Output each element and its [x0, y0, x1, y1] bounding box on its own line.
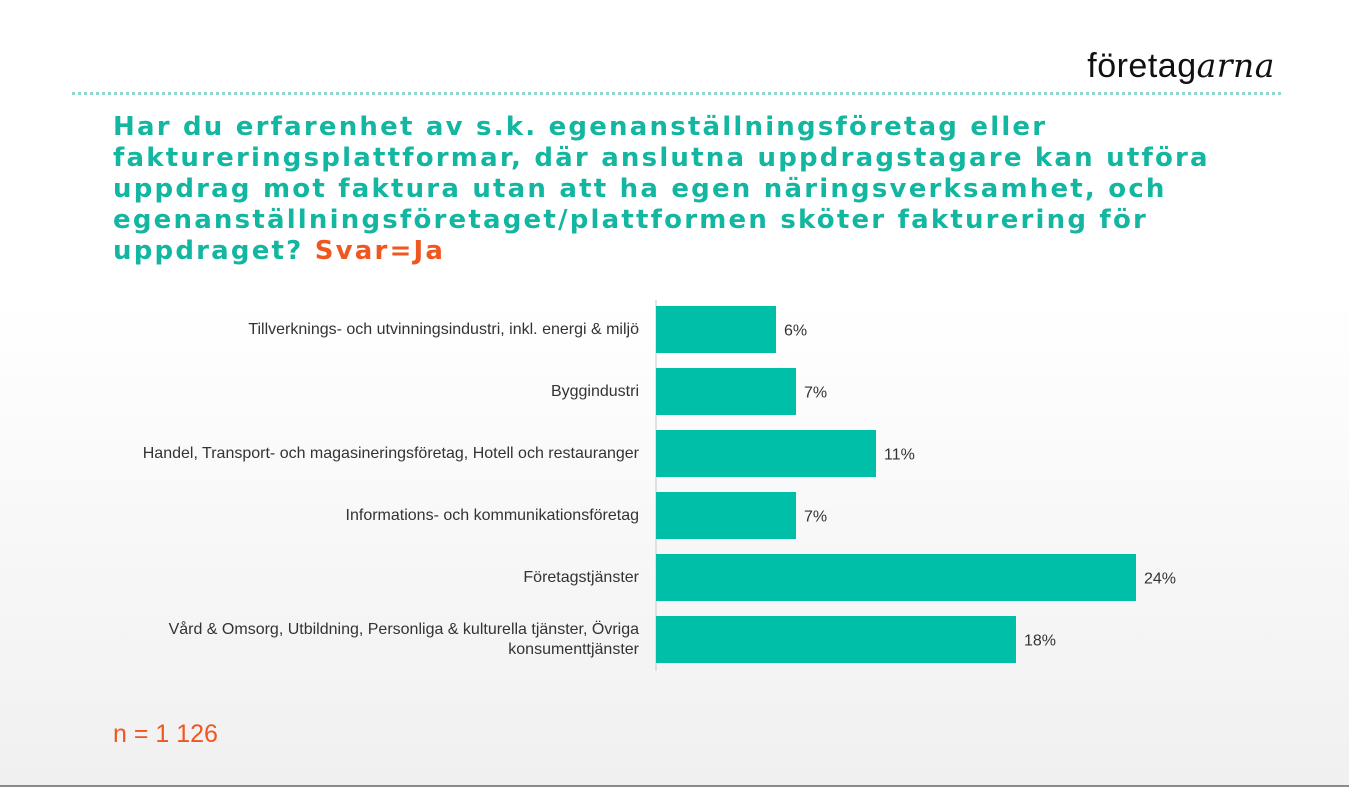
bar-6: [656, 616, 1016, 663]
category-label-3: Handel, Transport- och magasineringsföre…: [142, 444, 639, 462]
bar-5: [656, 554, 1136, 601]
bar-4: [656, 492, 796, 539]
bar-value-label-1: 6%: [784, 323, 807, 340]
category-label-4: Informations- och kommunikationsföretag: [345, 506, 639, 524]
category-label-5: Företagstjänster: [523, 568, 639, 586]
bar-value-label-6: 18%: [1024, 633, 1056, 650]
bar-1: [656, 306, 776, 353]
logo-text-italic: arna: [1196, 46, 1275, 85]
header-dotted-divider: [72, 92, 1281, 95]
bar-3: [656, 430, 876, 477]
category-label-1: Tillverknings- och utvinningsindustri, i…: [248, 320, 639, 338]
bar-value-label-5: 24%: [1144, 571, 1176, 588]
bar-chart: 6% 7% 11% 7% 24% 18% Tillverknings- och utvin…: [0, 295, 1349, 675]
bar-value-label-4: 7%: [804, 509, 827, 526]
answer-filter-label: Svar=Ja: [314, 236, 446, 266]
category-label-6: Vård & Omsorg, Utbildning, Personliga & …: [168, 620, 639, 658]
bar-value-label-2: 7%: [804, 385, 827, 402]
logo-text-regular: företag: [1087, 47, 1197, 85]
survey-question-title: Har du erfarenhet av s.k. egenanställnin…: [113, 112, 1233, 267]
bar-chart-svg: 6% 7% 11% 7% 24% 18%: [655, 300, 1176, 671]
footer-divider: [0, 785, 1349, 787]
foretagarna-logo: företagarna: [1087, 46, 1275, 86]
question-text: Har du erfarenhet av s.k. egenanställnin…: [113, 112, 1210, 266]
sample-size-note: n = 1 126: [113, 720, 218, 748]
category-label-2: Byggindustri: [550, 382, 639, 400]
bar-value-label-3: 11%: [884, 447, 915, 464]
bar-2: [656, 368, 796, 415]
